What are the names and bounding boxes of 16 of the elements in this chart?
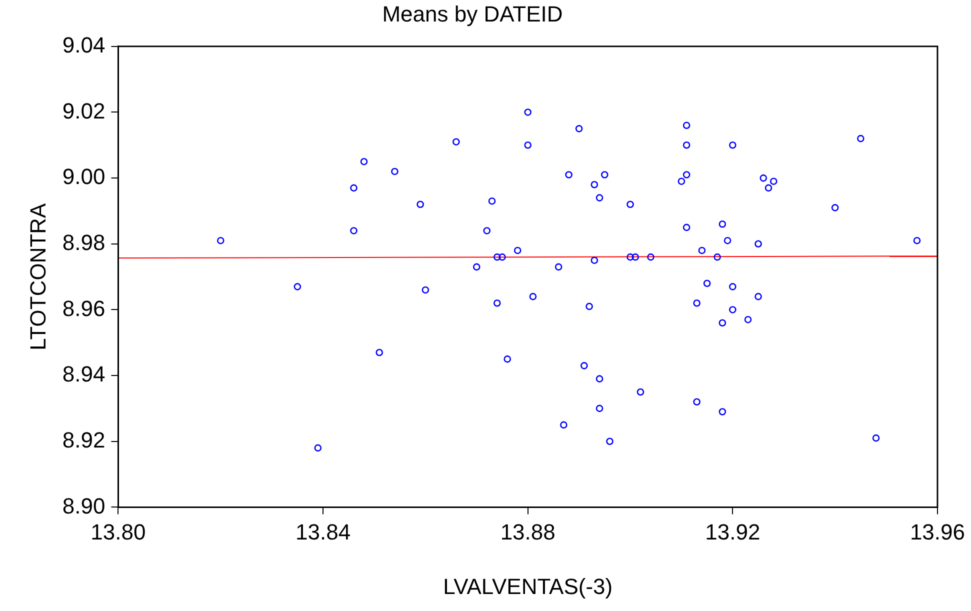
y-tick-label: 8.96 <box>62 296 106 321</box>
y-tick-label: 8.98 <box>62 230 106 255</box>
y-tick-label: 9.00 <box>62 164 106 190</box>
y-tick-label: 9.02 <box>62 98 106 124</box>
x-axis-title: LVALVENTAS(-3) <box>443 574 613 599</box>
x-tick-label: 13.84 <box>296 519 351 544</box>
x-tick-label: 13.80 <box>90 519 146 544</box>
x-tick-label: 13.96 <box>910 519 966 544</box>
y-tick-label: 8.94 <box>62 362 106 387</box>
x-tick-label: 13.92 <box>705 519 760 544</box>
x-tick-label: 13.88 <box>500 519 556 544</box>
y-axis-title: LTOTCONTRA <box>25 202 50 350</box>
y-tick-label: 9.04 <box>62 32 106 58</box>
y-tick-label: 8.92 <box>62 427 106 452</box>
y-tick-label: 8.90 <box>62 493 106 518</box>
chart-title: Means by DATEID <box>382 1 563 26</box>
